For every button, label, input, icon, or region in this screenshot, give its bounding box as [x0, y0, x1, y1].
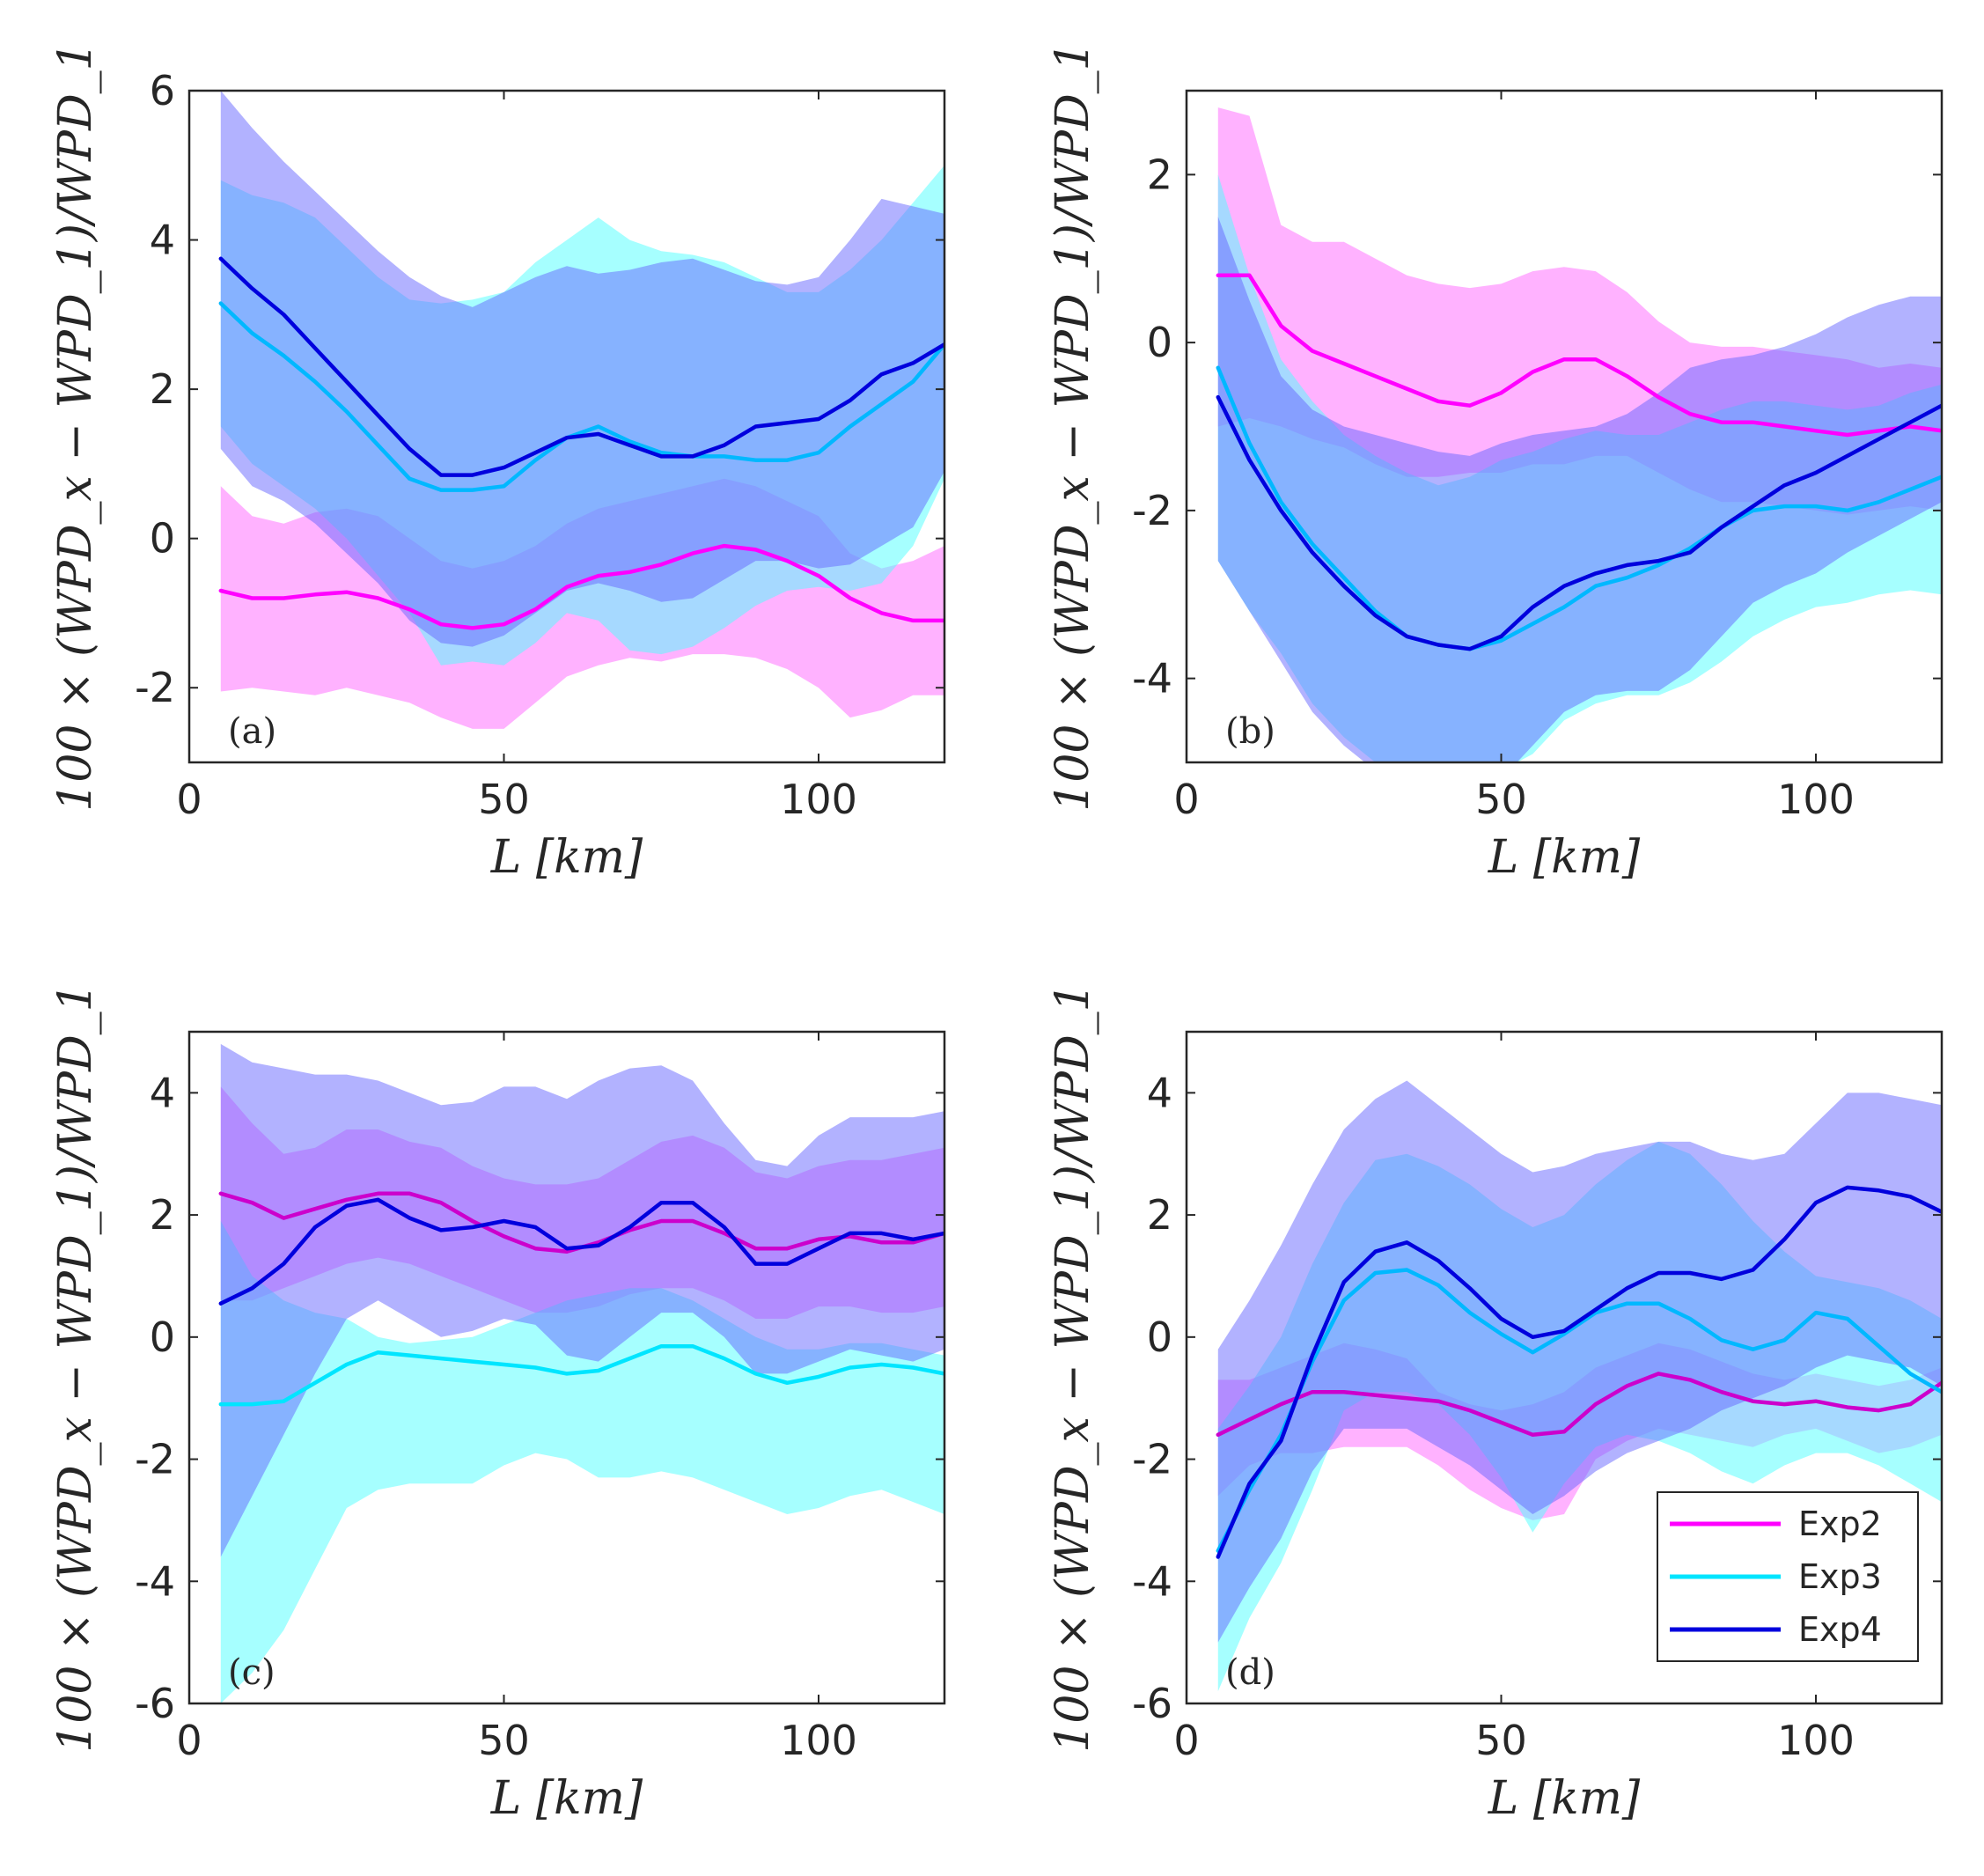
axes-box	[1185, 1030, 1944, 1705]
x-tick-label: 100	[780, 1717, 857, 1764]
panel-a: 0 50 100 -2 0 2 4 6 L [km] 100 × (WPD_x − WPD_1)/…	[49, 41, 946, 884]
y-tick-label: -2	[135, 664, 175, 711]
y-tick-label: -6	[1132, 1680, 1172, 1727]
x-tick-label: 100	[780, 776, 857, 823]
x-tick-label: 100	[1777, 776, 1855, 823]
axes-box	[187, 89, 946, 764]
y-tick-label: 6	[150, 67, 175, 114]
y-tick-label: -6	[135, 1680, 175, 1727]
x-tick-label: 50	[1475, 1717, 1527, 1764]
y-tick-label: 4	[150, 1069, 175, 1116]
panel-label: (a)	[228, 711, 276, 752]
y-tick-label: 0	[1147, 1313, 1172, 1361]
x-tick-label: 0	[176, 776, 202, 823]
panel-label: (c)	[228, 1652, 276, 1693]
panel-d: 0 50 100 -6 -4 -2 0 2 4 L [km] 100 × (WPD_x − WPD_…	[1047, 982, 1944, 1825]
x-axis-label: L [km]	[490, 1772, 643, 1825]
band-exp4	[1217, 217, 1942, 762]
line-exp2	[218, 543, 944, 630]
line-exp4	[218, 1197, 944, 1306]
legend-label-exp2: Exp2	[1798, 1504, 1882, 1543]
plot-content	[1216, 1080, 1942, 1692]
band-exp4	[1217, 1080, 1942, 1643]
y-axis-label: 100 × (WPD_x − WPD_1)/WPD_1	[1047, 982, 1099, 1752]
line-exp2	[1216, 273, 1942, 438]
x-tick-label: 0	[176, 1717, 202, 1764]
y-axis-label: 100 × (WPD_x − WPD_1)/WPD_1	[49, 982, 102, 1752]
y-tick-label: 2	[150, 1191, 175, 1239]
axes-box	[187, 1030, 946, 1705]
legend-label-exp3: Exp3	[1798, 1557, 1882, 1596]
x-tick-label: 50	[1475, 776, 1527, 823]
line-exp3	[1216, 365, 1942, 651]
y-tick-label: -4	[1132, 655, 1172, 703]
y-tick-label: 2	[1147, 151, 1172, 198]
y-axis-label: 100 × (WPD_x − WPD_1)/WPD_1	[49, 41, 102, 811]
y-tick-label: 4	[1147, 1069, 1172, 1116]
x-tick-label: 50	[478, 1717, 530, 1764]
axes-box	[1185, 89, 1944, 764]
y-tick-label: -4	[1132, 1557, 1172, 1605]
plot-content	[1216, 107, 1942, 762]
x-axis-label: L [km]	[1488, 1772, 1641, 1825]
y-axis-label: 100 × (WPD_x − WPD_1)/WPD_1	[1047, 41, 1099, 811]
band-exp4	[220, 91, 944, 647]
panel-label: (d)	[1225, 1652, 1275, 1693]
y-tick-label: -2	[135, 1436, 175, 1483]
y-tick-label: 4	[150, 217, 175, 264]
plot-content	[218, 91, 944, 729]
line-exp3	[218, 1343, 944, 1407]
panel-b: 0 50 100 -4 -2 0 2 L [km] 100 × (WPD_x − WPD_1)/…	[1047, 41, 1944, 884]
y-tick-label: 0	[1147, 319, 1172, 366]
y-tick-label: 2	[1147, 1191, 1172, 1239]
panel-c: 0 50 100 -6 -4 -2 0 2 4 L [km] 100 × (WPD_x − WPD_…	[49, 982, 946, 1825]
band-exp4	[220, 1043, 944, 1557]
y-tick-label: -2	[1132, 487, 1172, 534]
y-tick-label: 0	[150, 515, 175, 563]
x-tick-label: 50	[478, 776, 530, 823]
y-tick-label: 2	[150, 365, 175, 413]
y-tick-label: -2	[1132, 1436, 1172, 1483]
legend: Exp2 Exp3 Exp4	[1657, 1491, 1919, 1662]
y-tick-label: -4	[135, 1557, 175, 1605]
line-exp3	[218, 301, 944, 492]
legend-label-exp4: Exp4	[1798, 1610, 1882, 1649]
plot-content	[218, 1043, 944, 1703]
line-exp2	[1216, 1372, 1942, 1438]
line-exp4	[1216, 1185, 1942, 1559]
x-tick-label: 0	[1173, 1717, 1199, 1764]
panel-label: (b)	[1225, 711, 1275, 752]
x-axis-label: L [km]	[490, 831, 643, 884]
x-tick-label: 100	[1777, 1717, 1855, 1764]
line-exp4	[218, 256, 944, 477]
line-exp3	[1216, 1268, 1942, 1553]
x-axis-label: L [km]	[1488, 831, 1641, 884]
y-tick-label: 0	[150, 1313, 175, 1361]
line-exp4	[1216, 394, 1942, 651]
x-tick-label: 0	[1173, 776, 1199, 823]
